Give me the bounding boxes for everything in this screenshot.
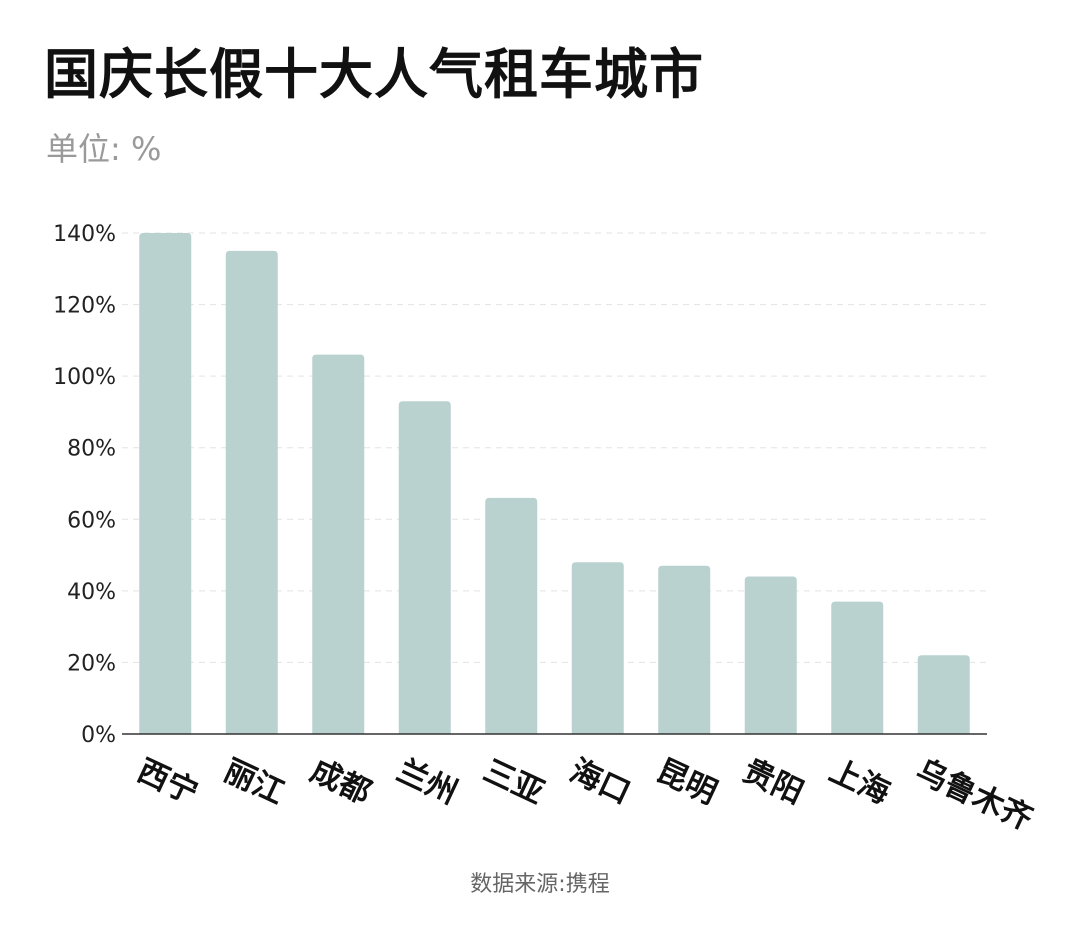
x-category-label: 西宁	[132, 753, 203, 812]
x-axis-category-labels: 西宁 丽江 成都 兰州 三亚 海口 昆明 贵阳 上海 乌鲁木齐	[132, 753, 1038, 838]
x-category-label: 乌鲁木齐	[910, 753, 1038, 838]
x-category-label: 上海	[824, 753, 895, 812]
x-category-label: 兰州	[391, 753, 462, 812]
chart-title: 国庆长假十大人气租车城市	[44, 43, 704, 106]
bar	[139, 233, 192, 734]
y-tick-label: 0%	[81, 723, 116, 748]
chart-unit-label: 单位: %	[46, 130, 162, 168]
bar	[485, 497, 538, 734]
bar-chart: 0% 20% 40% 60% 80% 100% 120% 140% 西宁 丽江 成都 兰州 三亚 海口昆…	[53, 222, 1038, 838]
y-tick-label: 80%	[67, 437, 116, 462]
bar	[312, 354, 365, 734]
y-tick-label: 100%	[53, 365, 116, 390]
x-category-label: 海口	[564, 753, 635, 812]
x-category-label: 成都	[305, 753, 376, 812]
bar	[398, 401, 451, 734]
y-tick-label: 60%	[67, 508, 116, 533]
y-tick-label: 20%	[67, 651, 116, 676]
bar	[831, 601, 884, 734]
bar	[225, 250, 278, 734]
y-axis-tick-labels: 0% 20% 40% 60% 80% 100% 120% 140%	[53, 222, 116, 748]
y-tick-label: 120%	[53, 294, 116, 319]
x-category-label: 昆明	[651, 753, 722, 812]
x-category-label: 贵阳	[737, 753, 808, 812]
bar	[917, 655, 970, 734]
data-source-note: 数据来源:携程	[470, 872, 610, 897]
x-category-label: 丽江	[218, 753, 289, 812]
y-tick-label: 40%	[67, 580, 116, 605]
bar	[658, 565, 711, 734]
bar	[744, 576, 797, 734]
bars	[139, 233, 970, 734]
bar	[571, 562, 624, 734]
y-tick-label: 140%	[53, 222, 116, 247]
x-category-label: 三亚	[478, 753, 549, 812]
